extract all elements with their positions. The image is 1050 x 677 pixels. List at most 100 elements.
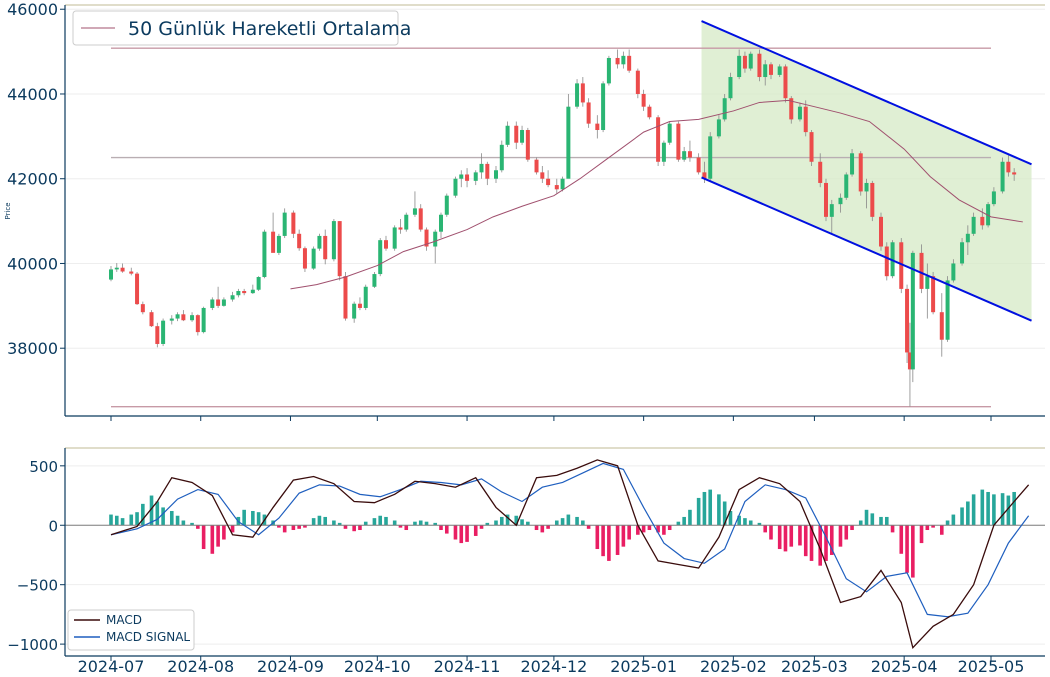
macd-line [110,459,1030,649]
candle-body [494,170,498,179]
macd-histogram-bar [581,520,585,526]
candles [109,49,1017,407]
candle-body [965,233,970,243]
candle-body [986,204,991,226]
candle-body [627,55,632,71]
macd-histogram [109,489,1016,578]
candle-body [702,172,707,179]
macd-histogram-bar [607,525,611,561]
x-tick-label: 2025-04 [871,657,938,676]
candle-body [676,123,681,160]
macd-histogram-bar [737,515,741,526]
candle-body [317,235,322,249]
macd-histogram-bar [494,520,498,526]
macd-histogram-bar [682,516,686,526]
candle-body [554,185,559,190]
macd-histogram-bar [190,522,194,526]
macd-histogram-bar [1000,493,1005,526]
price-x-ticks [110,416,992,421]
macd-histogram-bar [404,525,409,531]
macd-histogram-bar [951,514,956,526]
candle-body [230,295,235,300]
candle-body [352,303,357,319]
candle-body [925,276,930,289]
macd-y-tick-label: −500 [17,577,58,595]
candle-body [797,106,802,120]
macd-histogram-bar [636,525,640,535]
candle-body [757,53,762,78]
macd-histogram-bar [992,494,996,526]
macd-histogram-bar [120,518,125,526]
macd-histogram-bar [708,489,713,526]
macd-histogram-bar [757,522,762,526]
macd-histogram-bar [890,525,895,533]
channel-upper-line [701,20,1032,166]
candle-body [114,267,119,270]
candle-body [931,276,936,313]
macd-histogram-bar [337,522,342,526]
macd-histogram-bar [169,510,174,526]
macd-histogram-bar [363,521,368,526]
candle-body [404,214,409,230]
macd-histogram-bar [899,525,904,554]
macd-histogram-bar [829,525,834,555]
macd-histogram-bar [514,515,519,526]
candle-body [615,57,620,65]
macd-histogram-bar [181,520,186,526]
macd-histogram-bar [688,509,692,526]
macd-histogram-bar [433,522,438,526]
macd-histogram-bar [844,525,849,540]
candle-body [1000,161,1005,192]
candle-body [783,66,788,99]
macd-histogram-bar [931,525,935,528]
macd-histogram-bar [870,513,875,526]
candle-body [818,161,823,183]
candle-body [392,227,397,249]
macd-histogram-bar [473,525,478,536]
macd-histogram-bar [256,512,261,526]
macd-histogram-bar [129,514,134,526]
candle-body [155,326,160,344]
candle-body [357,303,362,308]
candle-body [433,231,438,247]
macd-histogram-bar [317,515,322,526]
x-tick-label: 2024-10 [344,657,411,676]
candle-body [236,291,241,296]
candle-body [546,178,551,186]
macd-histogram-bar [919,525,924,544]
candle-body [250,289,255,294]
candle-body [844,174,849,198]
macd-histogram-bar [398,525,403,528]
candle-body [534,159,539,173]
macd-histogram-bar [418,520,423,526]
x-tick-label: 2024-12 [520,657,587,676]
candle-body [601,83,606,130]
candle-body [575,83,580,107]
macd-histogram-bar [392,520,397,526]
price-legend: 50 Günlük Hareketli Ortalama [72,10,411,46]
macd-histogram-bar [647,525,652,531]
x-tick-label: 2024-11 [434,657,501,676]
candle-body [485,163,490,179]
candle-body [884,246,889,277]
candle-body [135,273,140,305]
macd-y-tick-label: 500 [29,458,58,476]
macd-histogram-bar [864,509,869,526]
candle-body [297,233,302,249]
macd-histogram-bar [986,491,990,526]
macd-histogram-bar [566,514,571,526]
candle-body [195,315,200,333]
macd-histogram-bar [627,525,631,540]
macd-histogram-bar [560,518,565,526]
macd-histogram-bar [662,525,666,535]
candle-body [580,83,585,103]
macd-histogram-bar [384,516,388,526]
macd-histogram-bar [526,521,530,526]
macd-histogram-bar [135,512,139,526]
candle-body [514,125,519,143]
macd-histogram-bar [444,525,449,534]
candle-body [398,227,403,230]
candle-body [858,153,863,192]
macd-histogram-bar [824,525,828,561]
x-tick-label: 2025-01 [610,657,677,676]
